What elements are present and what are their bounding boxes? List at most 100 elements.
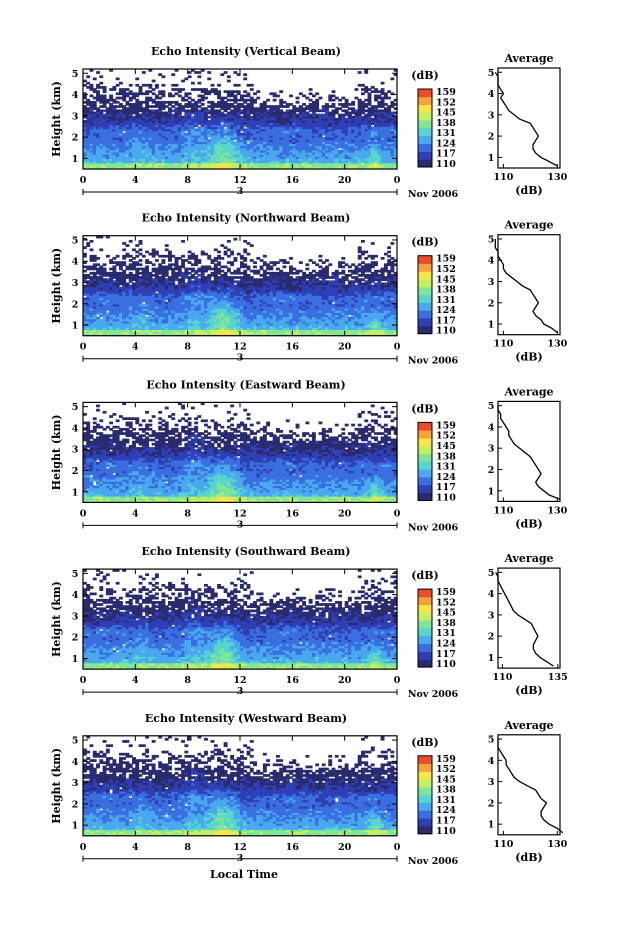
heatmap-cell	[161, 295, 166, 298]
heatmap-cell	[217, 250, 221, 254]
heatmap-cell	[321, 156, 326, 159]
heatmap-cell	[282, 122, 287, 125]
heatmap-cell	[213, 122, 218, 125]
heatmap-cell	[207, 128, 212, 132]
heatmap-cell	[83, 293, 87, 296]
heatmap-cell	[125, 301, 130, 305]
heatmap-cell	[115, 295, 120, 298]
heatmap-cell	[246, 160, 251, 164]
heatmap-cell	[374, 109, 378, 113]
heatmap-cell	[351, 103, 356, 106]
heatmap-cell	[181, 305, 185, 309]
heatmap-cell	[351, 149, 356, 153]
heatmap-cell	[315, 154, 320, 157]
heatmap-cell	[275, 156, 280, 159]
heatmap-cell	[145, 111, 150, 115]
heatmap-cell	[275, 134, 280, 138]
heatmap-cell	[383, 164, 388, 168]
heatmap-cell	[128, 154, 133, 157]
heatmap-cell	[109, 282, 114, 286]
heatmap-cell	[380, 139, 385, 142]
heatmap-cell	[158, 73, 163, 76]
heatmap-cell	[249, 130, 254, 134]
heatmap-cell	[181, 282, 185, 286]
heatmap-cell	[164, 274, 169, 277]
heatmap-cell	[148, 117, 153, 121]
heatmap-cell	[132, 282, 136, 286]
heatmap-cell	[148, 305, 153, 309]
heatmap-cell	[266, 137, 271, 140]
heatmap-cell	[380, 88, 385, 91]
heatmap-cell	[217, 160, 221, 164]
heatmap-cell	[115, 318, 120, 322]
heatmap-cell	[118, 92, 123, 96]
heatmap-cell	[148, 308, 153, 311]
heatmap-cell	[148, 105, 153, 108]
heatmap-cell	[377, 149, 382, 153]
heatmap-cell	[135, 158, 140, 162]
heatmap-cell	[187, 256, 192, 260]
heatmap-cell	[315, 145, 320, 149]
heatmap-cell	[259, 128, 264, 132]
heatmap-cell	[190, 88, 195, 91]
heatmap-cell	[109, 320, 114, 324]
heatmap-cell	[154, 103, 159, 106]
heatmap-cell	[210, 134, 215, 138]
heatmap-cell	[96, 141, 100, 145]
heatmap-cell	[236, 113, 241, 117]
heatmap-cell	[92, 325, 97, 328]
heatmap-cell	[141, 156, 146, 159]
heatmap-cell	[154, 293, 159, 296]
heatmap-cell	[377, 100, 382, 104]
heatmap-cell	[367, 166, 372, 170]
heatmap-cell	[105, 327, 110, 330]
heatmap-cell	[158, 254, 163, 258]
heatmap-cell	[154, 162, 159, 166]
heatmap-cell	[383, 109, 388, 113]
heatmap-cell	[161, 312, 166, 316]
heatmap-cell	[148, 156, 153, 159]
heatmap-cell	[86, 316, 91, 320]
heatmap-cell	[357, 128, 362, 132]
heatmap-cell	[181, 274, 185, 277]
heatmap-cell	[164, 331, 169, 335]
heatmap-cell	[122, 329, 127, 333]
heatmap-cell	[187, 156, 192, 159]
heatmap-cell	[341, 141, 346, 145]
heatmap-cell	[217, 117, 221, 121]
heatmap-cell	[109, 154, 114, 157]
heatmap-cell	[262, 154, 267, 157]
heatmap-cell	[217, 126, 221, 130]
heatmap-cell	[295, 162, 300, 166]
heatmap-cell	[347, 145, 352, 149]
heatmap-cell	[207, 141, 212, 145]
heatmap-cell	[138, 327, 143, 330]
heatmap-cell	[226, 141, 231, 145]
heatmap-cell	[367, 113, 372, 117]
heatmap-cell	[279, 156, 284, 159]
heatmap-cell	[190, 137, 195, 140]
heatmap-cell	[194, 288, 199, 292]
heatmap-cell	[96, 282, 100, 286]
heatmap-cell	[135, 111, 140, 115]
heatmap-cell	[181, 124, 185, 128]
heatmap-cell	[311, 105, 316, 108]
heatmap-cell	[298, 107, 303, 111]
heatmap-cell	[341, 117, 346, 121]
heatmap-cell	[295, 147, 300, 151]
heatmap-cell	[253, 139, 257, 142]
heatmap-cell	[92, 77, 97, 81]
heatmap-cell	[377, 134, 382, 138]
heatmap-cell	[325, 117, 329, 121]
heatmap-cell	[112, 141, 117, 145]
heatmap-cell	[96, 325, 100, 328]
heatmap-cell	[197, 269, 202, 273]
heatmap-cell	[154, 149, 159, 153]
heatmap-cell	[128, 147, 133, 151]
heatmap-cell	[387, 160, 392, 164]
heatmap-cell	[118, 96, 123, 100]
heatmap-cell	[243, 156, 248, 159]
heatmap-cell	[295, 100, 300, 104]
heatmap-cell	[118, 267, 123, 271]
heatmap-cell	[204, 284, 208, 288]
